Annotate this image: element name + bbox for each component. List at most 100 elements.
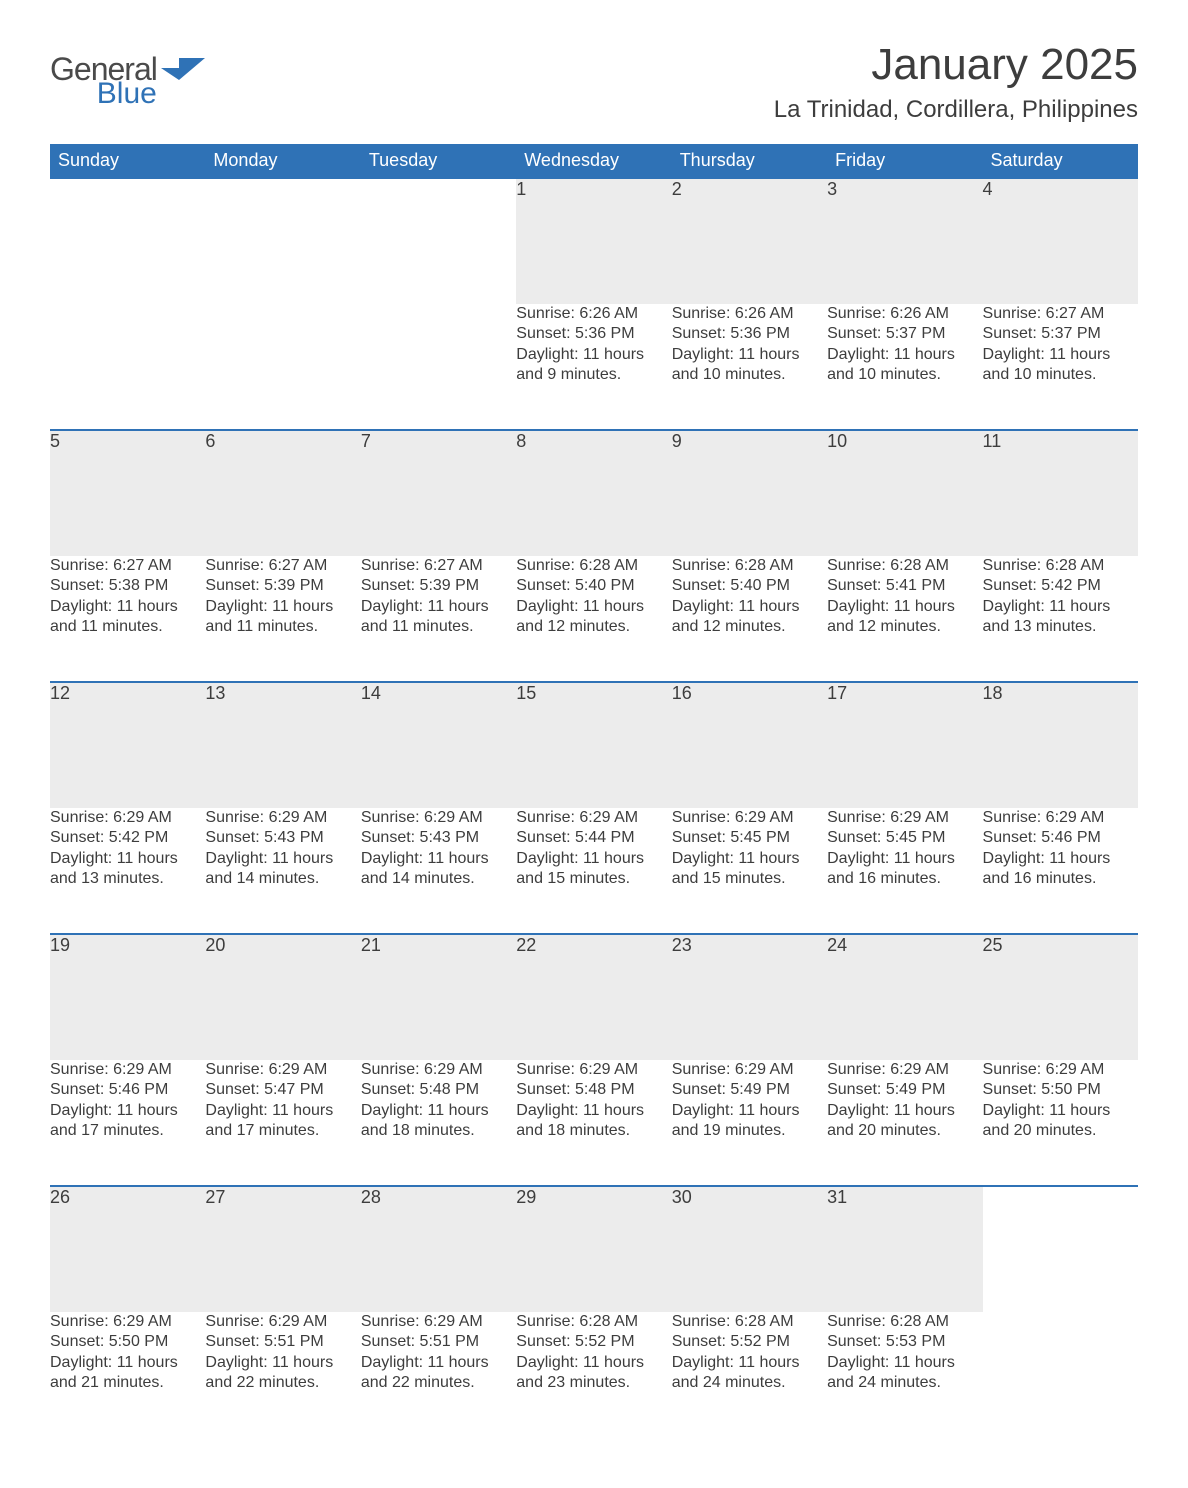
sunset-line: Sunset: 5:46 PM — [50, 1080, 205, 1100]
day-cell: Sunrise: 6:29 AMSunset: 5:50 PMDaylight:… — [50, 1312, 205, 1438]
day-cell: Sunrise: 6:29 AMSunset: 5:49 PMDaylight:… — [827, 1060, 982, 1186]
day-number: 21 — [361, 934, 516, 1060]
day-number: 27 — [205, 1186, 360, 1312]
sunset-line: Sunset: 5:37 PM — [983, 324, 1138, 344]
sunrise-line: Sunrise: 6:29 AM — [516, 808, 671, 828]
day-cell: Sunrise: 6:27 AMSunset: 5:37 PMDaylight:… — [983, 304, 1138, 430]
sunrise-line: Sunrise: 6:29 AM — [516, 1060, 671, 1080]
day-cell: Sunrise: 6:29 AMSunset: 5:46 PMDaylight:… — [983, 808, 1138, 934]
empty-cell — [983, 1186, 1138, 1312]
sunrise-line: Sunrise: 6:27 AM — [205, 556, 360, 576]
daylight-line: Daylight: 11 hours and 12 minutes. — [672, 597, 827, 638]
day-number-row: 567891011 — [50, 430, 1138, 556]
sunset-line: Sunset: 5:52 PM — [516, 1332, 671, 1352]
calendar-table: SundayMondayTuesdayWednesdayThursdayFrid… — [50, 144, 1138, 1438]
day-number: 31 — [827, 1186, 982, 1312]
sunrise-line: Sunrise: 6:28 AM — [516, 556, 671, 576]
sunset-line: Sunset: 5:53 PM — [827, 1332, 982, 1352]
day-number: 28 — [361, 1186, 516, 1312]
day-cell: Sunrise: 6:29 AMSunset: 5:43 PMDaylight:… — [361, 808, 516, 934]
sunrise-line: Sunrise: 6:28 AM — [672, 556, 827, 576]
daylight-line: Daylight: 11 hours and 24 minutes. — [672, 1353, 827, 1394]
daylight-line: Daylight: 11 hours and 18 minutes. — [516, 1101, 671, 1142]
day-number: 9 — [672, 430, 827, 556]
day-cell: Sunrise: 6:27 AMSunset: 5:39 PMDaylight:… — [205, 556, 360, 682]
daylight-line: Daylight: 11 hours and 20 minutes. — [827, 1101, 982, 1142]
sunrise-line: Sunrise: 6:29 AM — [672, 1060, 827, 1080]
day-cell: Sunrise: 6:27 AMSunset: 5:39 PMDaylight:… — [361, 556, 516, 682]
day-cell: Sunrise: 6:29 AMSunset: 5:45 PMDaylight:… — [827, 808, 982, 934]
day-cell: Sunrise: 6:29 AMSunset: 5:51 PMDaylight:… — [205, 1312, 360, 1438]
sunset-line: Sunset: 5:38 PM — [50, 576, 205, 596]
day-cell: Sunrise: 6:29 AMSunset: 5:48 PMDaylight:… — [361, 1060, 516, 1186]
sunrise-line: Sunrise: 6:29 AM — [205, 808, 360, 828]
sunrise-line: Sunrise: 6:27 AM — [983, 304, 1138, 324]
day-number: 6 — [205, 430, 360, 556]
day-number: 30 — [672, 1186, 827, 1312]
day-number: 15 — [516, 682, 671, 808]
day-number: 23 — [672, 934, 827, 1060]
day-number: 10 — [827, 430, 982, 556]
sunrise-line: Sunrise: 6:29 AM — [361, 1060, 516, 1080]
sunset-line: Sunset: 5:46 PM — [983, 828, 1138, 848]
sunrise-line: Sunrise: 6:29 AM — [50, 1312, 205, 1332]
daylight-line: Daylight: 11 hours and 20 minutes. — [983, 1101, 1138, 1142]
day-cell: Sunrise: 6:29 AMSunset: 5:46 PMDaylight:… — [50, 1060, 205, 1186]
weekday-header: Monday — [205, 144, 360, 178]
day-number-row: 12131415161718 — [50, 682, 1138, 808]
daylight-line: Daylight: 11 hours and 22 minutes. — [361, 1353, 516, 1394]
daylight-line: Daylight: 11 hours and 14 minutes. — [361, 849, 516, 890]
day-detail-row: Sunrise: 6:27 AMSunset: 5:38 PM Daylight:… — [50, 556, 1138, 682]
day-cell: Sunrise: 6:28 AMSunset: 5:40 PMDaylight:… — [516, 556, 671, 682]
daylight-line: Daylight: 11 hours and 12 minutes. — [516, 597, 671, 638]
day-cell: Sunrise: 6:29 AMSunset: 5:42 PMDaylight:… — [50, 808, 205, 934]
empty-cell — [361, 178, 516, 304]
sunrise-line: Sunrise: 6:29 AM — [205, 1060, 360, 1080]
sunset-line: Sunset: 5:36 PM — [516, 324, 671, 344]
sunrise-line: Sunrise: 6:28 AM — [672, 1312, 827, 1332]
daylight-line: Daylight: 11 hours and 13 minutes. — [983, 597, 1138, 638]
sunset-line: Sunset: 5:43 PM — [205, 828, 360, 848]
sunset-line: Sunset: 5:50 PM — [50, 1332, 205, 1352]
sunset-line: Sunset: 5:51 PM — [361, 1332, 516, 1352]
daylight-line: Daylight: 11 hours and 18 minutes. — [361, 1101, 516, 1142]
day-number: 26 — [50, 1186, 205, 1312]
day-cell: Sunrise: 6:29 AMSunset: 5:51 PMDaylight:… — [361, 1312, 516, 1438]
daylight-line: Daylight: 11 hours and 16 minutes. — [827, 849, 982, 890]
day-number: 16 — [672, 682, 827, 808]
day-detail-row: Sunrise: 6:26 AMSunset: 5:36 PMDaylight:… — [50, 304, 1138, 430]
day-detail-row: Sunrise: 6:29 AMSunset: 5:50 PM Daylight:… — [50, 1312, 1138, 1438]
sunrise-line: Sunrise: 6:28 AM — [827, 556, 982, 576]
daylight-line: Daylight: 11 hours and 24 minutes. — [827, 1353, 982, 1394]
empty-cell — [205, 304, 360, 430]
day-number: 17 — [827, 682, 982, 808]
day-detail-row: Sunrise: 6:29 AMSunset: 5:46 PMDaylight:… — [50, 1060, 1138, 1186]
weekday-header: Tuesday — [361, 144, 516, 178]
day-number: 18 — [983, 682, 1138, 808]
sunset-line: Sunset: 5:37 PM — [827, 324, 982, 344]
sunrise-line: Sunrise: 6:29 AM — [983, 808, 1138, 828]
day-cell: Sunrise: 6:29 AMSunset: 5:49 PMDaylight:… — [672, 1060, 827, 1186]
empty-cell — [205, 178, 360, 304]
sunrise-line: Sunrise: 6:29 AM — [50, 808, 205, 828]
sunrise-line: Sunrise: 6:28 AM — [827, 1312, 982, 1332]
sunrise-line: Sunrise: 6:28 AM — [983, 556, 1138, 576]
logo-flag-icon — [161, 54, 205, 82]
month-title: January 2025 — [774, 40, 1138, 90]
daylight-line: Daylight: 11 hours and 9 minutes. — [516, 345, 671, 386]
sunset-line: Sunset: 5:48 PM — [516, 1080, 671, 1100]
day-cell: Sunrise: 6:28 AMSunset: 5:40 PMDaylight:… — [672, 556, 827, 682]
sunset-line: Sunset: 5:39 PM — [205, 576, 360, 596]
logo: General Blue — [50, 40, 205, 109]
daylight-line: Daylight: 11 hours and 17 minutes. — [205, 1101, 360, 1142]
day-cell: Sunrise: 6:27 AMSunset: 5:38 PMDaylight:… — [50, 556, 205, 682]
daylight-line: Daylight: 11 hours and 15 minutes. — [516, 849, 671, 890]
day-number: 13 — [205, 682, 360, 808]
day-cell: Sunrise: 6:26 AMSunset: 5:37 PMDaylight:… — [827, 304, 982, 430]
sunrise-line: Sunrise: 6:29 AM — [50, 1060, 205, 1080]
sunset-line: Sunset: 5:39 PM — [361, 576, 516, 596]
daylight-line: Daylight: 11 hours and 11 minutes. — [361, 597, 516, 638]
empty-cell — [983, 1312, 1138, 1438]
sunset-line: Sunset: 5:42 PM — [983, 576, 1138, 596]
weekday-header: Saturday — [983, 144, 1138, 178]
